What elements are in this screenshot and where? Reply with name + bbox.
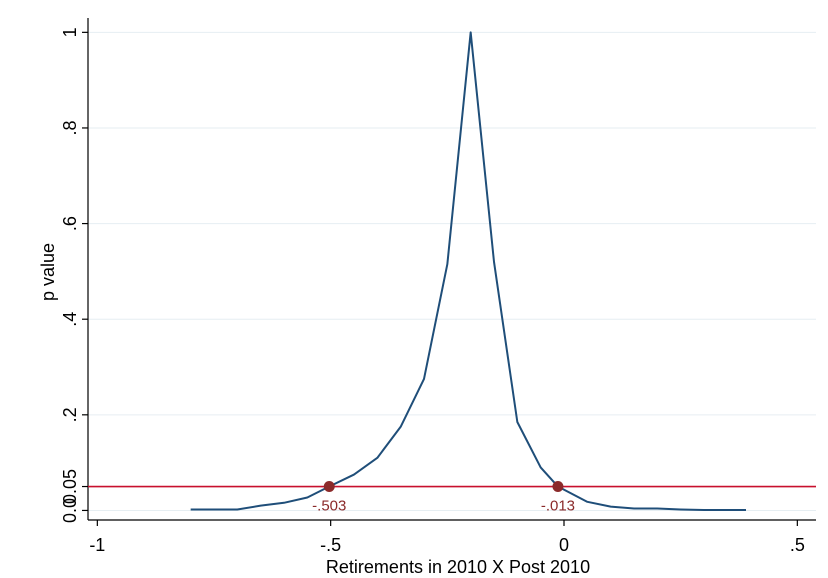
grid-lines bbox=[88, 31, 816, 511]
series-group bbox=[190, 31, 746, 511]
y-tick-label: .6 bbox=[60, 216, 80, 231]
y-axis-title: p value bbox=[38, 243, 58, 301]
y-tick-label: .4 bbox=[60, 312, 80, 327]
x-axis-title: Retirements in 2010 X Post 2010 bbox=[326, 557, 590, 577]
y-tick-label: 0.0 bbox=[60, 498, 80, 523]
marked-point bbox=[323, 481, 335, 493]
marked-point-label: -.503 bbox=[312, 498, 346, 515]
y-tick-label: 1 bbox=[60, 27, 80, 37]
x-tick-label: 0 bbox=[559, 535, 569, 555]
x-tick-label: -1 bbox=[89, 535, 105, 555]
y-tick-label: 0.05 bbox=[60, 469, 80, 504]
x-tick-label: -.5 bbox=[320, 535, 341, 555]
p-value-curve bbox=[190, 31, 746, 511]
marked-point-label: -.013 bbox=[541, 498, 575, 515]
marked-points-group: -.503 -.013 bbox=[312, 481, 575, 515]
y-tick-label: .8 bbox=[60, 120, 80, 135]
axes: 0.00.05 .2 .4 .6 .8 1 -1 -.5 0 .5 bbox=[60, 18, 816, 555]
y-tick-label: .2 bbox=[60, 407, 80, 422]
marked-point bbox=[552, 481, 564, 493]
x-tick-label: .5 bbox=[790, 535, 805, 555]
